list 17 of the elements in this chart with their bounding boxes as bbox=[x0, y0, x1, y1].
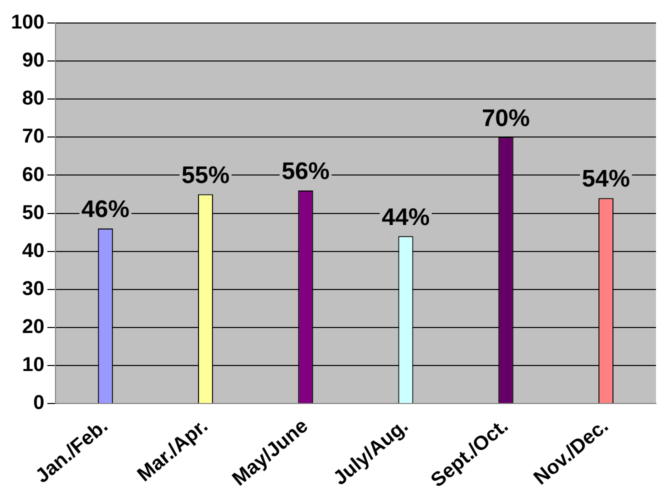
y-tick-label: 0 bbox=[33, 392, 44, 414]
y-tick-label: 70 bbox=[22, 126, 44, 148]
y-tick-label: 30 bbox=[22, 278, 44, 300]
data-label: 55% bbox=[182, 162, 230, 189]
y-tick-label: 100 bbox=[10, 12, 44, 34]
data-label: 44% bbox=[382, 204, 430, 231]
y-tick-label: 50 bbox=[22, 202, 44, 224]
y-tick-label: 10 bbox=[22, 354, 44, 376]
y-tick-label: 60 bbox=[22, 164, 44, 186]
data-label: 70% bbox=[482, 104, 530, 132]
y-tick-label: 80 bbox=[22, 88, 44, 110]
data-label: 56% bbox=[282, 158, 330, 186]
y-tick-label: 20 bbox=[22, 316, 44, 338]
y-tick-label: 40 bbox=[22, 240, 44, 262]
data-label: 46% bbox=[81, 196, 130, 224]
data-label: 54% bbox=[582, 166, 630, 193]
y-tick-label: 90 bbox=[22, 50, 44, 72]
